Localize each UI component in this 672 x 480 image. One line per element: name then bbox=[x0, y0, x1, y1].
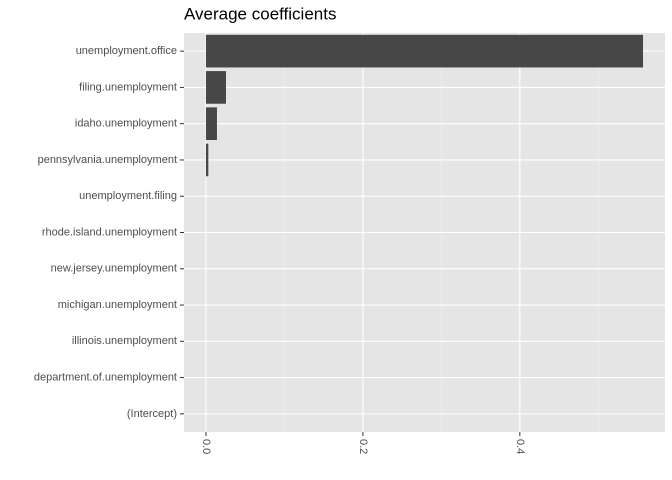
y-tick-label: new.jersey.unemployment bbox=[51, 263, 177, 275]
chart-title: Average coefficients bbox=[184, 4, 336, 23]
y-tick-label: idaho.unemployment bbox=[75, 118, 177, 130]
y-tick-label: pennsylvania.unemployment bbox=[38, 154, 177, 166]
y-tick-label: rhode.island.unemployment bbox=[42, 226, 177, 238]
bar bbox=[205, 107, 217, 141]
y-tick-label: unemployment.filing bbox=[79, 190, 177, 202]
bar bbox=[205, 71, 226, 104]
y-tick-label: department.of.unemployment bbox=[34, 371, 177, 383]
y-tick-label: filing.unemployment bbox=[79, 81, 177, 93]
x-tick-label: 0.2 bbox=[357, 439, 369, 454]
y-tick-label: illinois.unemployment bbox=[72, 335, 177, 347]
y-tick-label: michigan.unemployment bbox=[58, 299, 177, 311]
y-tick-label: (Intercept) bbox=[127, 408, 177, 420]
x-tick-label: 0.0 bbox=[200, 439, 212, 454]
bar bbox=[205, 143, 209, 177]
x-tick-label: 0.4 bbox=[514, 439, 526, 454]
y-tick-label: unemployment.office bbox=[76, 45, 177, 57]
bar bbox=[205, 34, 644, 68]
